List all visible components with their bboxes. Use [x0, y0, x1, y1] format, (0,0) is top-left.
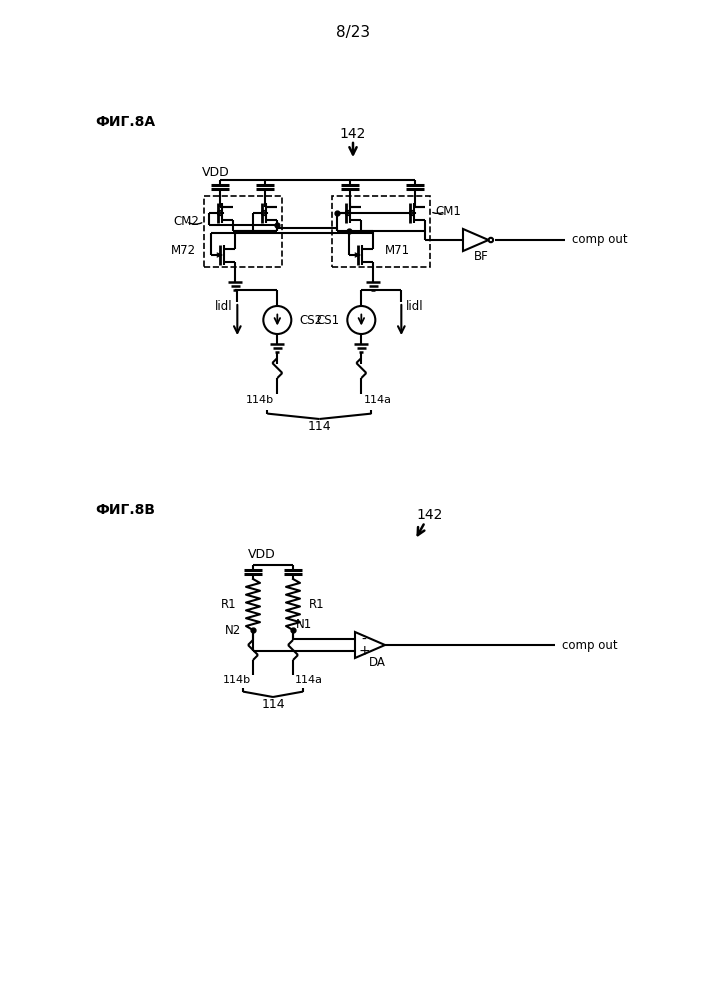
Text: CM2: CM2	[173, 215, 199, 228]
Text: -: -	[361, 632, 366, 646]
Text: lidl: lidl	[215, 300, 233, 312]
Text: 114a: 114a	[295, 675, 323, 685]
Text: 142: 142	[417, 508, 443, 522]
Text: 114: 114	[261, 698, 285, 712]
Text: M71: M71	[385, 243, 411, 256]
Text: 114b: 114b	[223, 675, 251, 685]
Text: R1: R1	[221, 598, 237, 611]
Text: VDD: VDD	[202, 165, 230, 178]
Text: ФИГ.8А: ФИГ.8А	[95, 115, 155, 129]
Text: comp out: comp out	[572, 233, 628, 246]
Text: CS2: CS2	[299, 314, 322, 326]
Text: N1: N1	[296, 618, 312, 632]
Text: 114a: 114a	[364, 395, 392, 405]
Text: M72: M72	[171, 243, 197, 256]
Text: BF: BF	[474, 250, 489, 263]
Circle shape	[218, 211, 222, 215]
Text: VDD: VDD	[248, 548, 276, 562]
Circle shape	[346, 211, 351, 215]
Text: 142: 142	[340, 127, 366, 141]
Text: N2: N2	[225, 624, 241, 637]
Text: 114b: 114b	[246, 395, 274, 405]
Text: 8/23: 8/23	[336, 24, 370, 39]
Text: +: +	[358, 644, 370, 658]
Text: DA: DA	[368, 656, 385, 668]
Text: 114: 114	[308, 420, 331, 434]
Circle shape	[409, 211, 414, 215]
Text: CS1: CS1	[316, 314, 339, 326]
Text: CM1: CM1	[436, 205, 461, 218]
Text: ФИГ.8В: ФИГ.8В	[95, 503, 155, 517]
Text: lidl: lidl	[407, 300, 424, 312]
Text: comp out: comp out	[562, 639, 618, 652]
Text: R1: R1	[309, 598, 325, 611]
Circle shape	[262, 211, 267, 215]
